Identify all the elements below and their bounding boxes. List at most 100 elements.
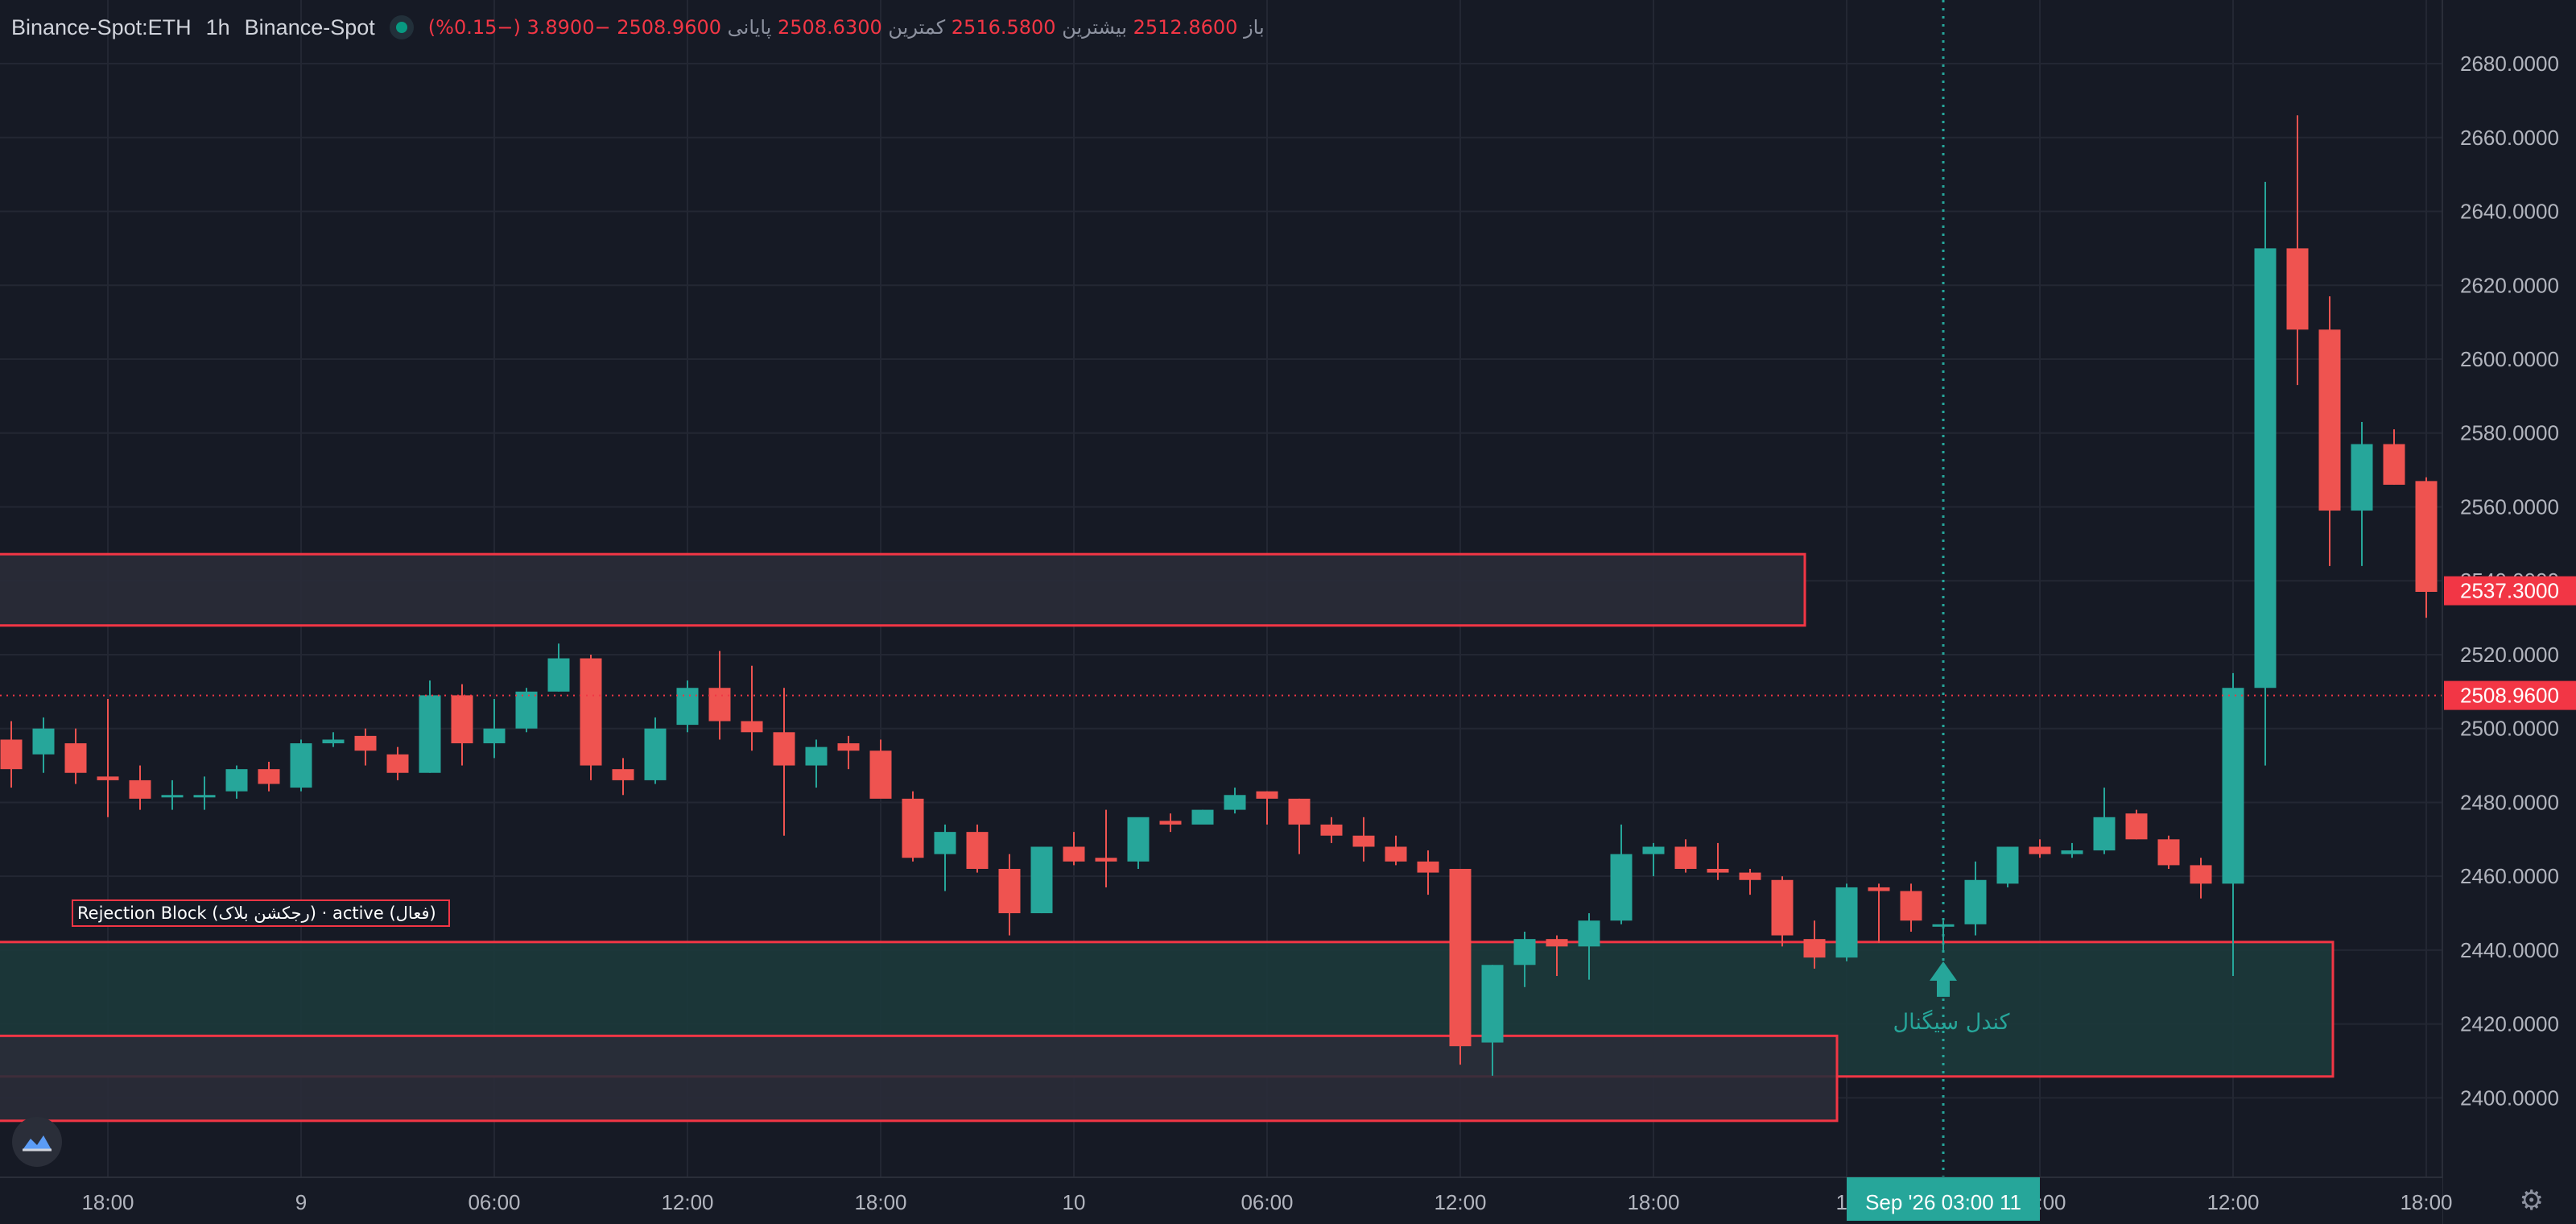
candle-body: [1127, 817, 1150, 862]
candle-body: [2093, 817, 2116, 851]
time-tick-label: 06:00: [468, 1190, 520, 1214]
candle-body: [2286, 248, 2309, 330]
upper-supply-zone: [0, 552, 1806, 627]
candle-body: [2029, 846, 2051, 854]
crosshair-time-tag-bg: [1847, 1177, 2040, 1221]
interval-label[interactable]: 1h: [205, 14, 230, 39]
candle-body: [1320, 824, 1343, 836]
last-price-tag-bg: [2444, 576, 2576, 606]
candle-body: [2190, 865, 2212, 884]
candle-body: [580, 658, 602, 766]
price-tick-label: 2580.0000: [2460, 421, 2559, 445]
candle-body: [612, 769, 634, 780]
candle-body: [1288, 798, 1311, 825]
open-label: باز: [1244, 16, 1265, 39]
candle-body: [2383, 444, 2405, 485]
time-tick-label: 12:00: [1434, 1190, 1486, 1214]
current-price-tag-bg: [2444, 680, 2576, 710]
candle-body: [322, 739, 345, 744]
candle-body: [1481, 965, 1504, 1043]
candle-body: [966, 832, 989, 870]
time-tick-label: 12:00: [2207, 1190, 2259, 1214]
price-tick-label: 2500.0000: [2460, 717, 2559, 741]
candle-body: [1835, 887, 1858, 958]
low-label: کمترین: [888, 16, 946, 39]
settings-gear-icon[interactable]: ⚙: [2519, 1185, 2544, 1217]
candle-body: [2061, 850, 2083, 854]
candle-body: [1095, 858, 1117, 862]
candle-body: [1771, 879, 1794, 936]
price-tick-label: 2620.0000: [2460, 273, 2559, 297]
price-tick-label: 2440.0000: [2460, 938, 2559, 962]
candle-body: [644, 728, 667, 780]
candle-body: [1996, 846, 2019, 884]
candle-body: [2415, 481, 2438, 592]
time-tick-label: 18:00: [81, 1190, 134, 1214]
price-tick-label: 2600.0000: [2460, 347, 2559, 371]
candle-body: [805, 746, 828, 766]
ohlc-values: باز 2512.8600 بیشترین 2516.5800 کمترین 2…: [428, 16, 1265, 39]
close-value: 2508.9600: [617, 16, 722, 39]
candle-body: [1191, 809, 1214, 825]
candle-body: [1417, 861, 1439, 873]
price-axis[interactable]: 2400.0000 2420.0000 2440.0000 2460.0000 2480…: [2442, 0, 2576, 1224]
candle-body: [97, 776, 119, 780]
price-tick-label: 2680.0000: [2460, 52, 2559, 76]
symbol-name[interactable]: Binance-Spot:ETH: [11, 14, 192, 39]
price-tick-label: 2460.0000: [2460, 864, 2559, 888]
candle-body: [1964, 879, 1987, 924]
last-price-tag: 2537.3000: [2460, 579, 2559, 603]
candle-body: [32, 728, 55, 755]
candle-body: [837, 743, 860, 751]
price-tick-label: 2560.0000: [2460, 494, 2559, 519]
price-tick-label: 2640.0000: [2460, 200, 2559, 224]
candle-body: [1610, 854, 1633, 921]
candle-body: [451, 695, 473, 744]
price-tick-label: 2520.0000: [2460, 643, 2559, 667]
candle-body: [902, 798, 924, 858]
change-value: −3.8900 (−0.15%): [427, 16, 611, 39]
tradingview-logo-icon[interactable]: [12, 1117, 62, 1167]
current-price-tag: 2508.9600: [2460, 684, 2559, 708]
candle-body: [1063, 846, 1085, 862]
candle-body: [1449, 869, 1472, 1047]
candle-body: [2222, 688, 2244, 884]
candle-body: [354, 735, 377, 751]
candle-body: [1932, 924, 1955, 927]
candle-body: [64, 743, 87, 773]
low-value: 2508.6300: [777, 16, 882, 39]
time-tick-label: 06:00: [1241, 1190, 1293, 1214]
candle-body: [2318, 329, 2341, 511]
time-axis[interactable]: 18:00906:0012:0018:001006:0012:0018:0011…: [0, 1176, 2453, 1224]
time-tick-label: 12:00: [661, 1190, 713, 1214]
candle-body: [1739, 872, 1761, 880]
zone-label: Rejection Block (رجکشن بلاک) · active (ف…: [77, 904, 436, 923]
candle-body: [1385, 846, 1407, 862]
candle-body: [547, 658, 570, 692]
candle-body: [225, 769, 248, 792]
candle-body: [193, 795, 216, 798]
candle-body: [1159, 821, 1182, 825]
candle-body: [1868, 887, 1890, 891]
candle-body: [998, 869, 1021, 914]
candles: [0, 115, 2438, 1076]
time-tick-label: 18:00: [2400, 1190, 2452, 1214]
candle-body: [1578, 920, 1600, 947]
candle-body: [2254, 248, 2277, 688]
high-value: 2516.5800: [951, 16, 1056, 39]
open-value: 2512.8600: [1133, 16, 1238, 39]
price-tick-label: 2480.0000: [2460, 790, 2559, 814]
candle-body: [2125, 813, 2148, 840]
symbol-legend: Binance-Spot:ETH 1h Binance-Spot باز 251…: [11, 11, 1265, 43]
high-label: بیشترین: [1062, 16, 1127, 39]
candle-body: [1224, 795, 1246, 810]
candle-body: [676, 688, 699, 726]
candle-body: [1642, 846, 1665, 854]
price-tick-label: 2660.0000: [2460, 126, 2559, 150]
candle-body: [1900, 891, 1922, 921]
crosshair-time-tag: Sep '26 03:00 11: [1865, 1190, 2021, 1214]
candle-body: [1707, 869, 1729, 873]
exchange-label: Binance-Spot: [244, 14, 375, 39]
time-tick-label: 9: [295, 1190, 307, 1214]
